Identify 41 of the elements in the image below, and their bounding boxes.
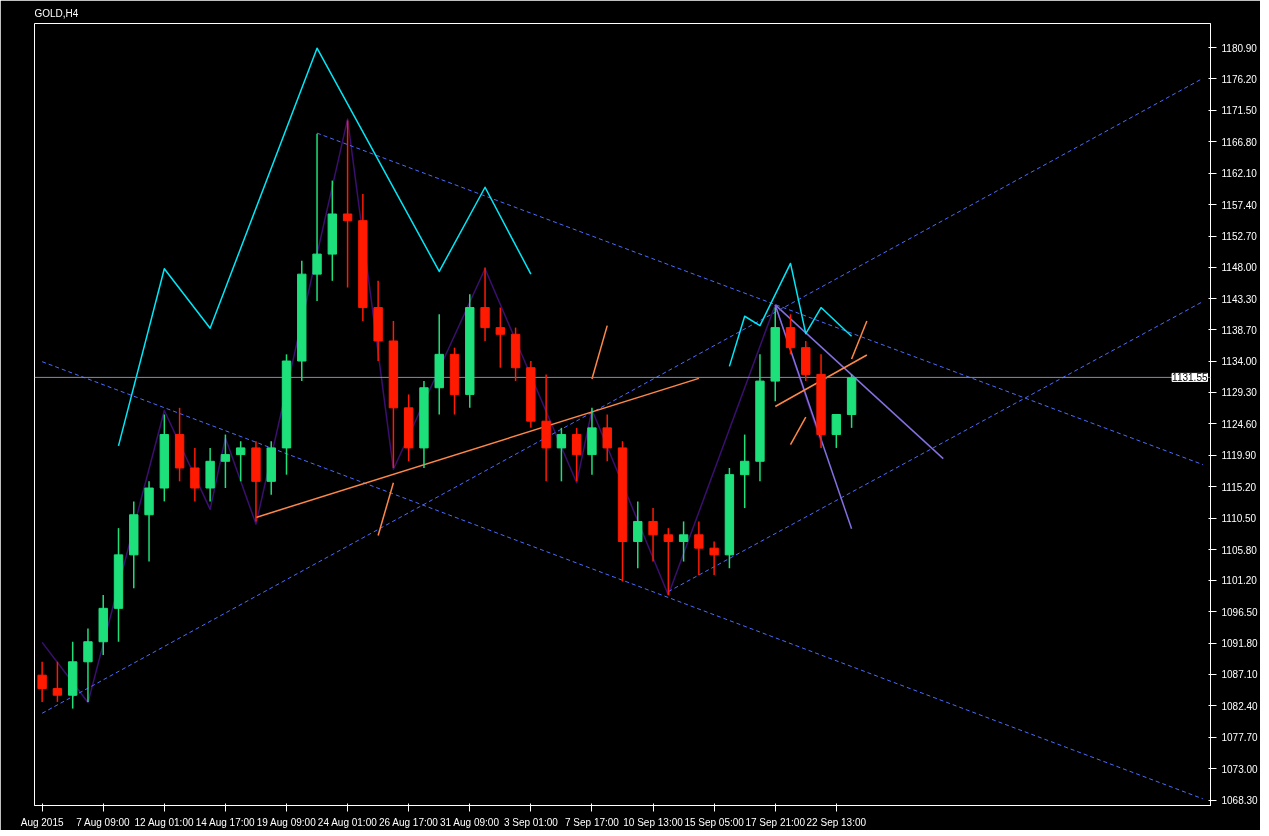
y-tick-label: 1129.30 [1221, 387, 1258, 399]
y-tick-label: 1152.70 [1221, 231, 1258, 243]
chart-title: GOLD,H4 [34, 7, 79, 19]
y-tick-label: 1105.80 [1221, 544, 1258, 556]
y-tick-label: 1176.20 [1221, 73, 1258, 85]
x-tick-label: 22 Sep 13:00 [806, 816, 867, 828]
x-tick-label: 19 Aug 09:00 [256, 816, 317, 828]
x-tick-label: 7 Sep 17:00 [564, 816, 620, 828]
y-tick-label: 1073.00 [1221, 763, 1259, 775]
y-tick-label: 1180.90 [1221, 42, 1258, 54]
y-tick-label: 1171.50 [1221, 105, 1258, 117]
x-tick-label: 24 Aug 01:00 [317, 816, 378, 828]
y-tick-label: 1115.20 [1221, 481, 1257, 493]
y-tick-label: 1082.40 [1221, 700, 1259, 712]
y-tick-label: 1162.10 [1221, 168, 1258, 180]
y-tick-label: 1110.50 [1221, 513, 1257, 525]
y-tick-label: 1068.30 [1221, 795, 1259, 807]
x-tick-label: 3 Sep 01:00 [503, 816, 559, 828]
x-tick-label: 26 Aug 17:00 [378, 816, 439, 828]
y-tick-label: 1096.50 [1221, 606, 1259, 618]
y-tick-label: 1101.20 [1221, 575, 1258, 587]
x-tick-label: 31 Aug 09:00 [440, 816, 500, 828]
x-tick-label: Aug 2015 [20, 816, 64, 828]
x-tick-label: 15 Sep 05:00 [684, 816, 745, 828]
y-tick-label: 1134.00 [1221, 356, 1258, 368]
y-tick-label: 1124.60 [1221, 418, 1258, 430]
y-tick-label: 1166.80 [1221, 136, 1258, 148]
y-tick-label: 1087.10 [1221, 669, 1259, 681]
x-tick-label: 10 Sep 13:00 [623, 816, 684, 828]
y-tick-label: 1138.70 [1221, 324, 1258, 336]
x-tick-label: 7 Aug 09:00 [76, 816, 131, 828]
x-tick-label: 14 Aug 17:00 [195, 816, 256, 828]
y-tick-label: 1077.70 [1221, 732, 1259, 744]
y-tick-label: 1148.00 [1221, 262, 1258, 274]
y-tick-label: 1157.40 [1221, 199, 1258, 211]
y-tick-label: 1091.80 [1221, 638, 1259, 650]
x-tick-label: 12 Aug 01:00 [134, 816, 194, 828]
y-tick-label: 1143.30 [1221, 293, 1258, 305]
x-tick-label: 17 Sep 21:00 [745, 816, 806, 828]
ref-line-label: 1131.55 [1172, 372, 1208, 384]
y-tick-label: 1119.90 [1221, 450, 1257, 462]
